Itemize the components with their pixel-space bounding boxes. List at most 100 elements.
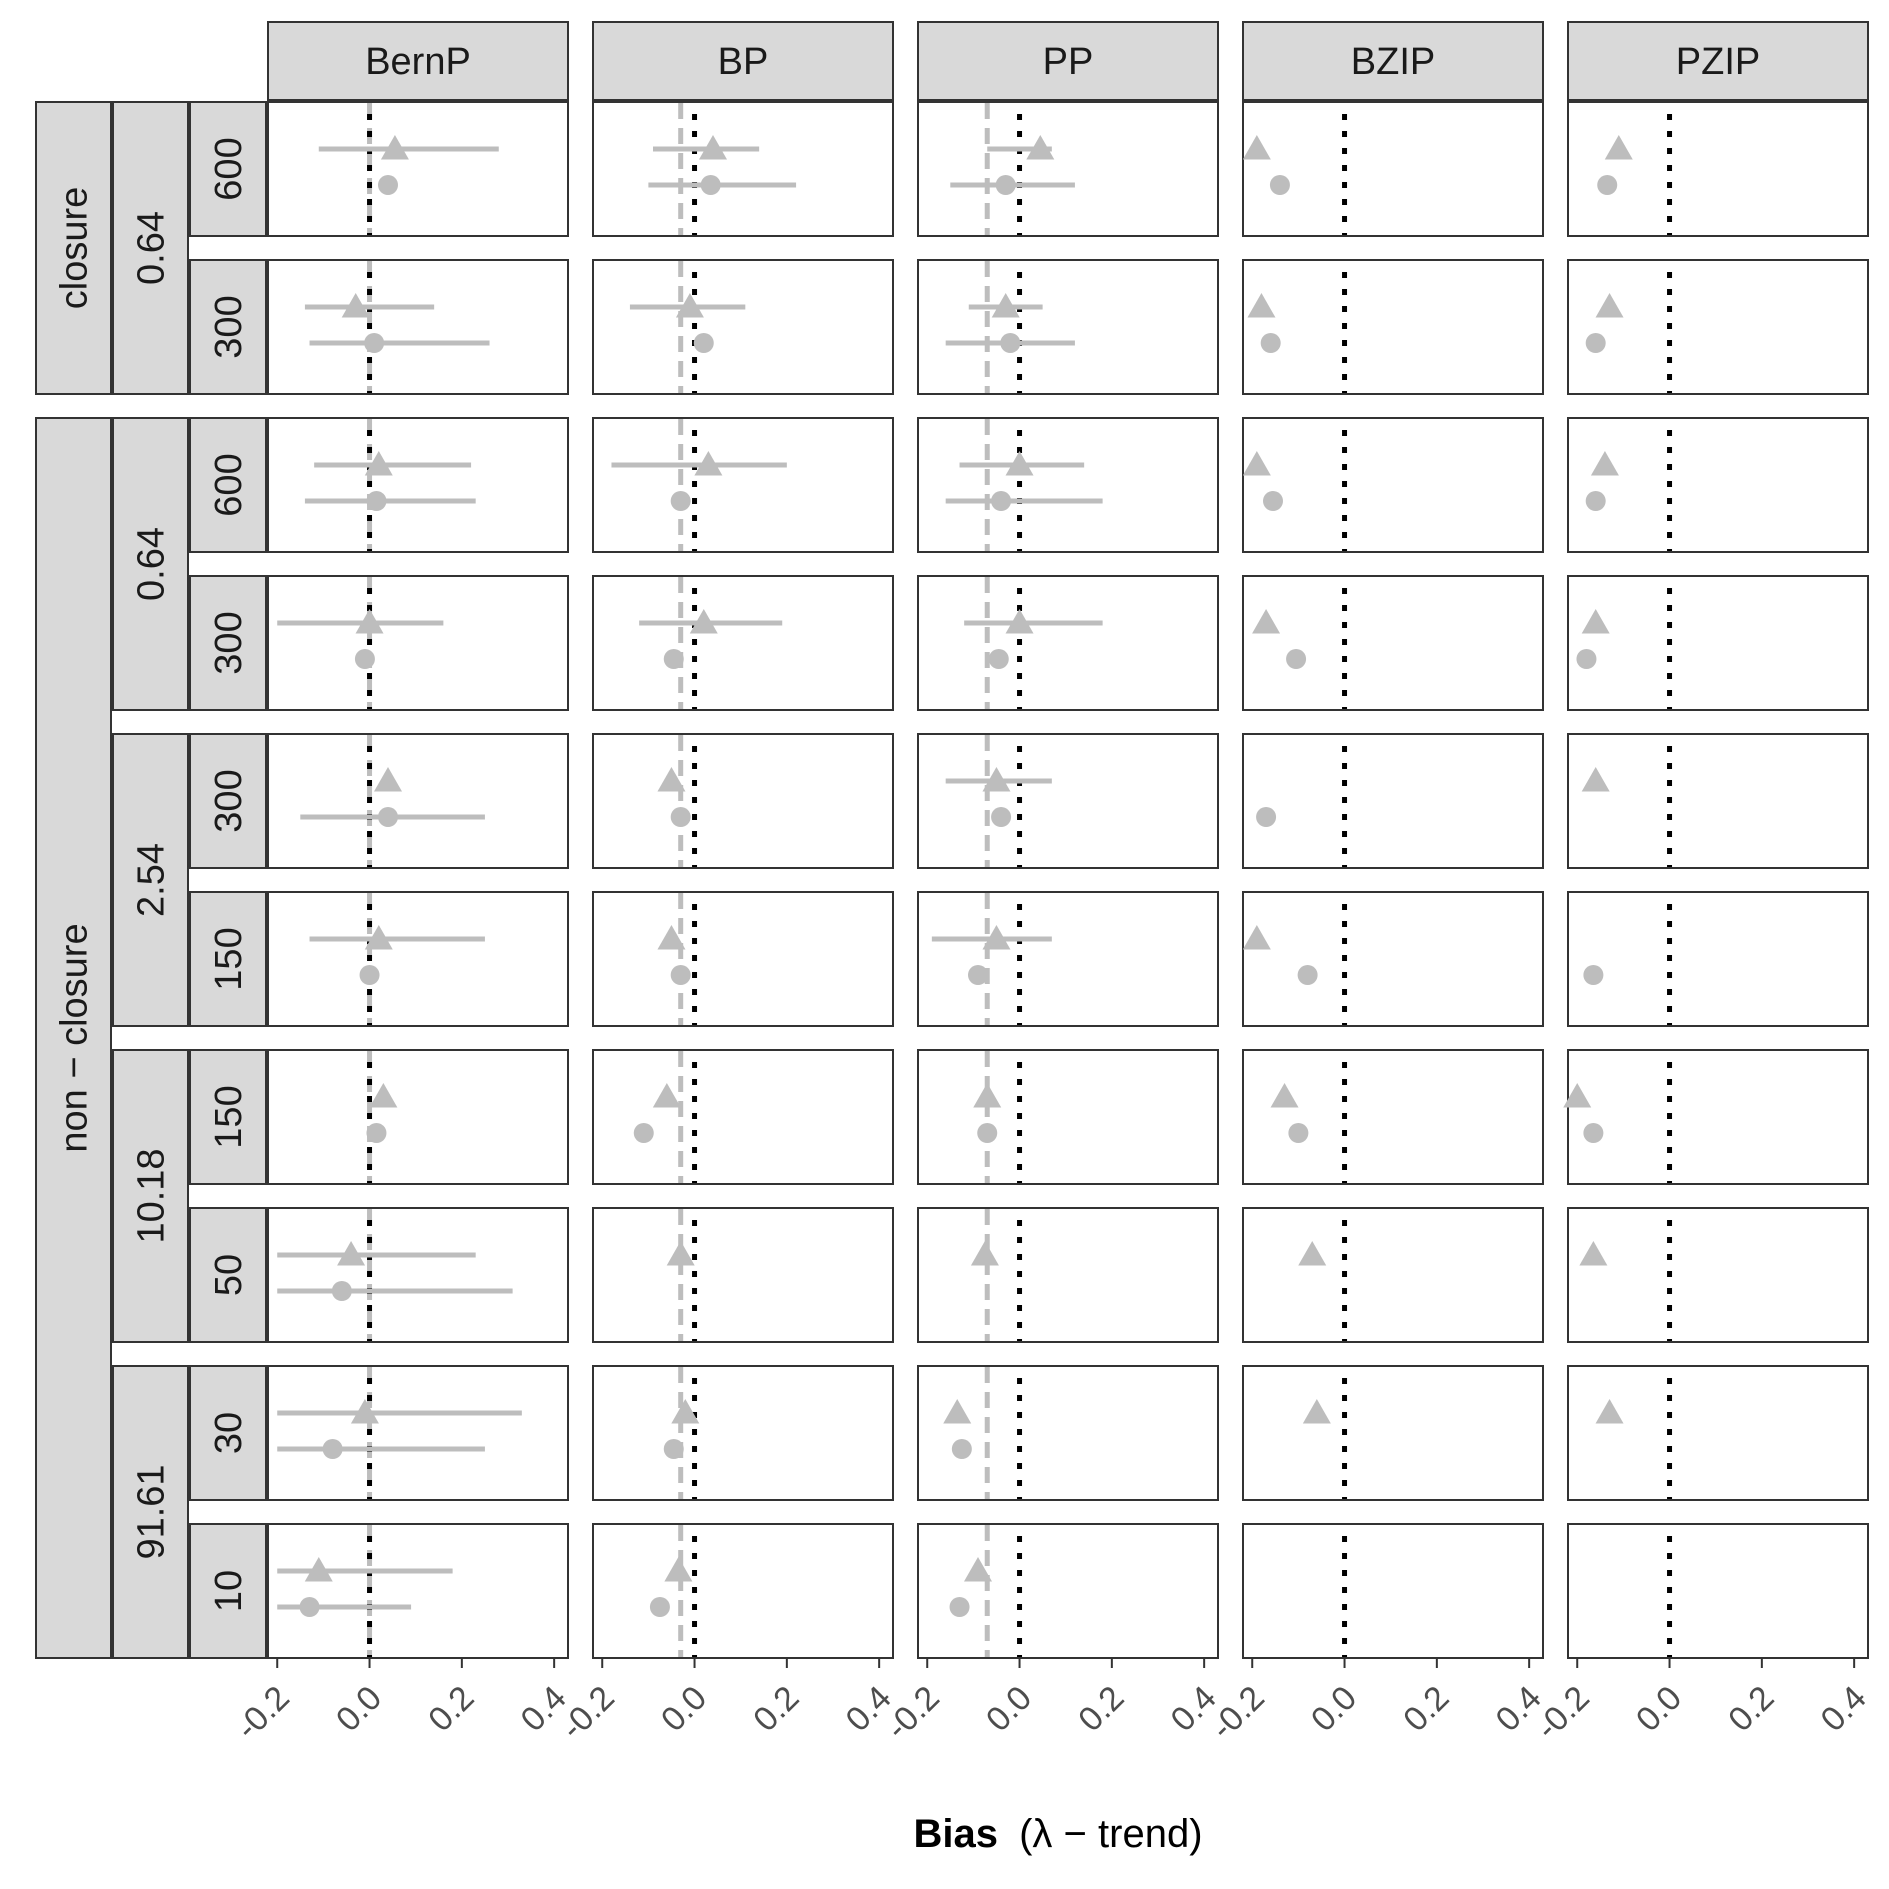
panel-r0-c2 [917, 101, 1219, 237]
panel-frame [267, 1523, 569, 1659]
panel-r5-c2 [917, 891, 1219, 1027]
circle-marker [299, 1597, 320, 1617]
panel-frame [1242, 1207, 1544, 1343]
circle-marker [1583, 965, 1604, 985]
panel-frame [917, 259, 1219, 395]
column-strip-label-3: BZIP [1351, 41, 1435, 83]
panel-r7-c2 [917, 1207, 1219, 1343]
triangle-marker [369, 1083, 398, 1108]
triangle-marker [1270, 1083, 1299, 1108]
triangle-marker [982, 925, 1011, 950]
circle-marker [331, 1281, 352, 1301]
panel-frame [1242, 1523, 1544, 1659]
panel-r9-c4 [1567, 1523, 1869, 1659]
panel-r8-c2 [917, 1365, 1219, 1501]
row-strip-n-0 [189, 101, 267, 237]
row-strip-n-label-3: 300 [208, 611, 250, 674]
column-strip-0 [267, 21, 569, 101]
row-strip-group-label-0: closure [54, 187, 96, 310]
panel-r3-c3 [1242, 575, 1544, 711]
panel-frame [1242, 733, 1544, 869]
triangle-marker [970, 1241, 999, 1266]
panel-r3-c0 [267, 575, 569, 711]
triangle-marker [374, 767, 402, 792]
panel-r1-c3 [1242, 259, 1544, 395]
triangle-marker [694, 451, 723, 476]
panel-r8-c0 [267, 1365, 569, 1501]
panel-frame [917, 891, 1219, 1027]
triangle-marker [355, 609, 384, 634]
circle-marker [693, 333, 714, 353]
panel-frame [267, 1049, 569, 1185]
circle-marker [949, 1597, 970, 1617]
row-strip-n-5 [189, 891, 267, 1027]
panels [267, 101, 1869, 1659]
circle-marker [322, 1439, 343, 1459]
circle-marker [991, 807, 1012, 827]
panel-r5-c3 [1242, 891, 1544, 1027]
panel-frame [917, 575, 1219, 711]
triangle-marker [1590, 451, 1619, 476]
row-strip-scale-label-1-3: 91.61 [131, 1464, 173, 1559]
circle-marker [1583, 1123, 1604, 1143]
x-axis-title-main: Bias [913, 1812, 998, 1856]
panel-r8-c1 [592, 1365, 894, 1501]
panel-frame [592, 1049, 894, 1185]
panel-r9-c0 [267, 1523, 569, 1659]
triangle-marker [1579, 1241, 1608, 1266]
circle-marker [378, 175, 398, 195]
triangle-marker [973, 1083, 1002, 1108]
panel-frame [592, 1365, 894, 1501]
triangle-marker [1005, 451, 1034, 476]
panel-frame [917, 1207, 1219, 1343]
panel-r7-c3 [1242, 1207, 1544, 1343]
triangle-marker [675, 293, 704, 318]
circle-marker [968, 965, 988, 985]
panel-frame [592, 733, 894, 869]
triangle-marker [364, 925, 393, 950]
panel-frame [917, 417, 1219, 553]
circle-marker [1260, 333, 1281, 353]
panel-r2-c4 [1567, 417, 1869, 553]
panel-frame [592, 1523, 894, 1659]
row-strip-group-0 [35, 101, 112, 395]
panel-frame [592, 891, 894, 1027]
panel-r9-c3 [1242, 1523, 1544, 1659]
panel-frame [1242, 575, 1544, 711]
panel-frame [1567, 1049, 1869, 1185]
panel-frame [592, 1207, 894, 1343]
panel-r4-c4 [1567, 733, 1869, 869]
triangle-marker [666, 1241, 695, 1266]
panel-r2-c2 [917, 417, 1219, 553]
panel-r2-c0 [267, 417, 569, 553]
row-strip-scale-1-0 [112, 417, 189, 711]
row-strip-group-1 [35, 417, 112, 1659]
panel-frame [1567, 891, 1869, 1027]
circle-marker [1000, 333, 1021, 353]
row-strip-n-1 [189, 259, 267, 395]
panel-frame [1567, 1365, 1869, 1501]
panel-frame [1567, 733, 1869, 869]
circle-marker [991, 491, 1012, 511]
panel-r1-c2 [917, 259, 1219, 395]
panel-frame [267, 575, 569, 711]
panel-frame [1242, 1049, 1544, 1185]
circle-marker [995, 175, 1016, 195]
triangle-marker [1005, 609, 1034, 634]
panel-frame [267, 733, 569, 869]
circle-marker [1597, 175, 1618, 195]
panel-r7-c0 [267, 1207, 569, 1343]
panel-frame [592, 575, 894, 711]
triangle-marker [364, 451, 393, 476]
panel-r5-c1 [592, 891, 894, 1027]
circle-marker [663, 1439, 684, 1459]
triangle-marker [657, 925, 686, 950]
panel-frame [917, 101, 1219, 237]
triangle-marker [964, 1557, 992, 1582]
row-strip-n-label-1: 300 [208, 295, 250, 358]
panel-r3-c1 [592, 575, 894, 711]
panel-frame [267, 1207, 569, 1343]
column-strips: BernP BP PP BZIP PZIP [267, 21, 1869, 101]
panel-frame [1242, 417, 1544, 553]
circle-marker [378, 807, 398, 827]
